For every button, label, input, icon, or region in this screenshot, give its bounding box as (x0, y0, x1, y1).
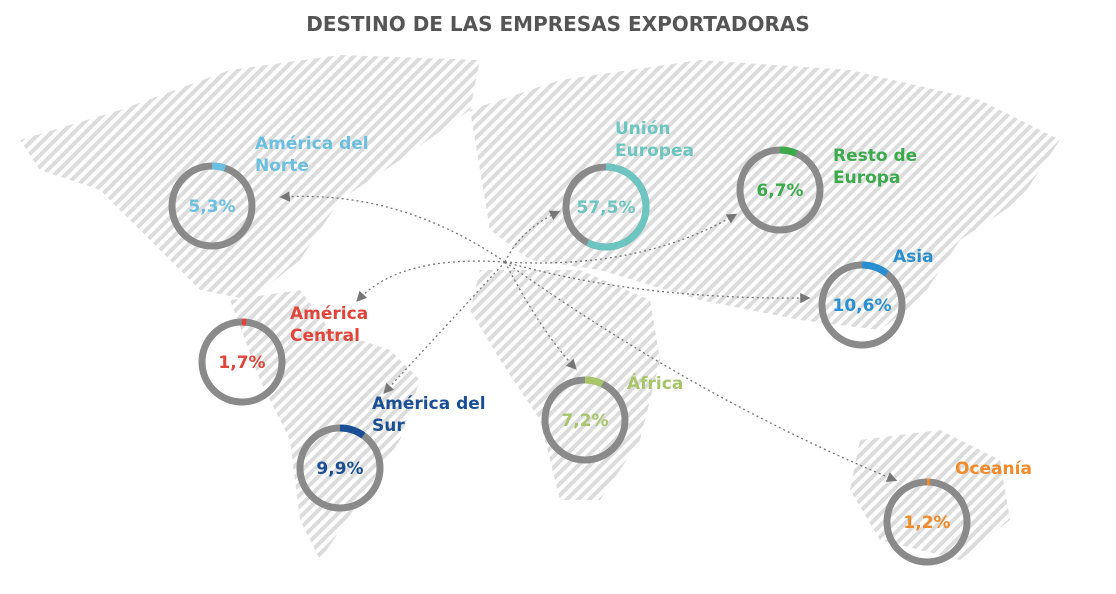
gauge-arc (736, 146, 824, 234)
value-label: 1,7% (218, 353, 265, 373)
region-label: África (627, 374, 684, 394)
region-label: América Central (290, 304, 369, 346)
region-label: Asia (893, 247, 934, 267)
gauge-arc (168, 162, 256, 250)
chart-title: DESTINO DE LAS EMPRESAS EXPORTADORAS (306, 12, 810, 36)
region-label: Oceanía (955, 459, 1032, 479)
value-label: 57,5% (577, 198, 636, 218)
value-label: 9,9% (316, 459, 363, 479)
gauge-arc (296, 424, 384, 512)
value-label: 10,6% (833, 296, 892, 316)
gauge-arc (883, 478, 971, 566)
gauge-arc (541, 376, 629, 464)
value-label: 1,2% (903, 513, 950, 533)
value-label: 6,7% (756, 181, 803, 201)
region-label: América del Norte (255, 134, 369, 176)
region-label: Resto de Europa (833, 146, 918, 188)
continents (20, 55, 1060, 560)
gauge-arc (818, 261, 906, 349)
region-label: América del Sur (372, 394, 486, 436)
gauge-arc (562, 163, 650, 251)
value-label: 5,3% (188, 197, 235, 217)
arrows (279, 191, 898, 482)
region-label: Unión Europea (615, 119, 694, 161)
gauge-arc (198, 318, 286, 406)
value-label: 7,2% (561, 411, 608, 431)
